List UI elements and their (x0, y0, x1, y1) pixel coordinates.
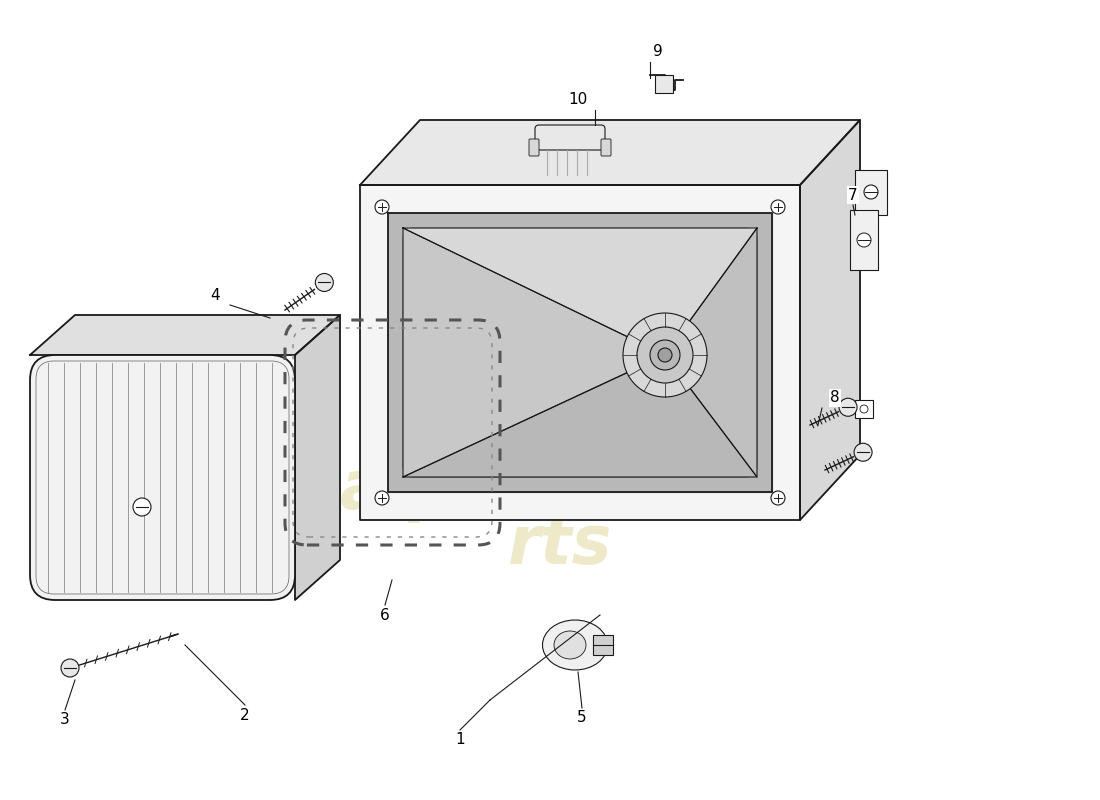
Text: 7: 7 (848, 187, 858, 202)
Bar (855, 400, 873, 418)
Circle shape (658, 348, 672, 362)
FancyBboxPatch shape (529, 139, 539, 156)
Polygon shape (30, 315, 340, 355)
Polygon shape (295, 315, 340, 600)
Text: rts: rts (508, 512, 613, 578)
FancyBboxPatch shape (403, 228, 757, 477)
Polygon shape (666, 228, 757, 477)
Text: 6: 6 (381, 607, 389, 622)
Circle shape (133, 498, 151, 516)
Circle shape (375, 491, 389, 505)
Bar (850, 210, 878, 270)
Ellipse shape (542, 620, 607, 670)
Polygon shape (403, 228, 757, 355)
FancyBboxPatch shape (535, 125, 605, 150)
Circle shape (771, 491, 785, 505)
Circle shape (650, 340, 680, 370)
Text: 9: 9 (653, 45, 663, 59)
Circle shape (860, 405, 868, 413)
FancyBboxPatch shape (30, 355, 295, 600)
Text: 2: 2 (240, 707, 250, 722)
Bar (855, 240, 873, 258)
Text: 10: 10 (569, 93, 587, 107)
Circle shape (316, 274, 333, 291)
Circle shape (854, 443, 872, 462)
Text: 8: 8 (830, 390, 839, 406)
Circle shape (771, 200, 785, 214)
Circle shape (839, 398, 857, 416)
Circle shape (60, 659, 79, 677)
Circle shape (623, 313, 707, 397)
Circle shape (860, 245, 868, 253)
Text: a pa: a pa (340, 457, 500, 523)
Circle shape (857, 233, 871, 247)
Circle shape (637, 327, 693, 383)
Bar (593, 635, 613, 655)
Text: 4: 4 (210, 287, 220, 302)
Text: 3: 3 (60, 713, 70, 727)
Polygon shape (403, 228, 666, 477)
Circle shape (864, 185, 878, 199)
Polygon shape (360, 185, 800, 520)
Polygon shape (360, 120, 860, 185)
Polygon shape (800, 120, 860, 520)
Bar (855, 170, 887, 215)
FancyBboxPatch shape (601, 139, 610, 156)
Ellipse shape (554, 631, 586, 659)
Bar (654, 75, 673, 93)
Circle shape (375, 200, 389, 214)
Polygon shape (403, 355, 757, 477)
Text: 5: 5 (578, 710, 586, 726)
Text: 1: 1 (455, 733, 465, 747)
Polygon shape (388, 213, 772, 492)
